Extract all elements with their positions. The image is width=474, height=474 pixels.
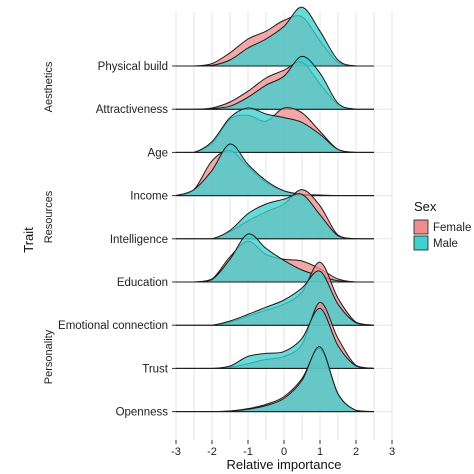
trait-label-income: Income [130,191,168,203]
x-axis: -3 -2 -1 0 1 2 3 [171,440,395,458]
density-male-openness [176,346,375,413]
legend-label-male: Male [433,238,458,250]
trait-label-age: Age [148,147,168,159]
group-label-personality: Personality [43,329,55,384]
trait-labels: Physical build Attractiveness Age Income Int… [58,61,176,419]
legend-title: Sex [414,199,437,214]
group-label-aesthetics: Aesthetics [43,61,55,112]
x-tick-label: -3 [171,446,181,458]
density-male-physical-build [176,6,374,67]
x-tick-label: 3 [389,446,395,458]
legend-label-female: Female [433,222,471,234]
trait-label-trust: Trust [142,363,169,375]
legend: Sex Female Male [413,199,471,251]
trait-label-emotional-connection: Emotional connection [58,320,168,332]
group-labels: Aesthetics Resources Personality [43,61,55,384]
trait-label-intelligence: Intelligence [110,234,168,246]
trait-label-education: Education [117,277,168,289]
legend-swatch-female [413,219,429,235]
x-tick-label: 0 [281,446,287,458]
ridge-education [175,233,374,283]
density-male-education [175,233,374,283]
x-tick-label: -2 [207,446,217,458]
ridge-age [176,107,374,153]
ridge-openness [176,346,375,413]
x-axis-title: Relative importance [227,457,342,472]
y-axis-title: Trait [21,227,36,253]
group-label-resources: Resources [43,190,55,243]
density-male-attractiveness [176,55,374,110]
density-male-intelligence [176,193,374,240]
ridge-physical-build [176,6,374,67]
x-tick-label: -1 [243,446,253,458]
ridge-plot-area [175,6,375,413]
trait-label-openness: Openness [116,407,169,419]
trait-label-physical-build: Physical build [98,61,168,73]
density-male-income [175,143,374,197]
legend-swatch-male [413,235,429,251]
ridge-income [175,143,374,197]
x-tick-label: 2 [353,446,359,458]
trait-label-attractiveness: Attractiveness [96,104,168,116]
ridge-attractiveness [176,55,374,110]
ridge-intelligence [176,189,374,240]
density-male-age [176,107,374,153]
x-tick-label: 1 [317,446,323,458]
